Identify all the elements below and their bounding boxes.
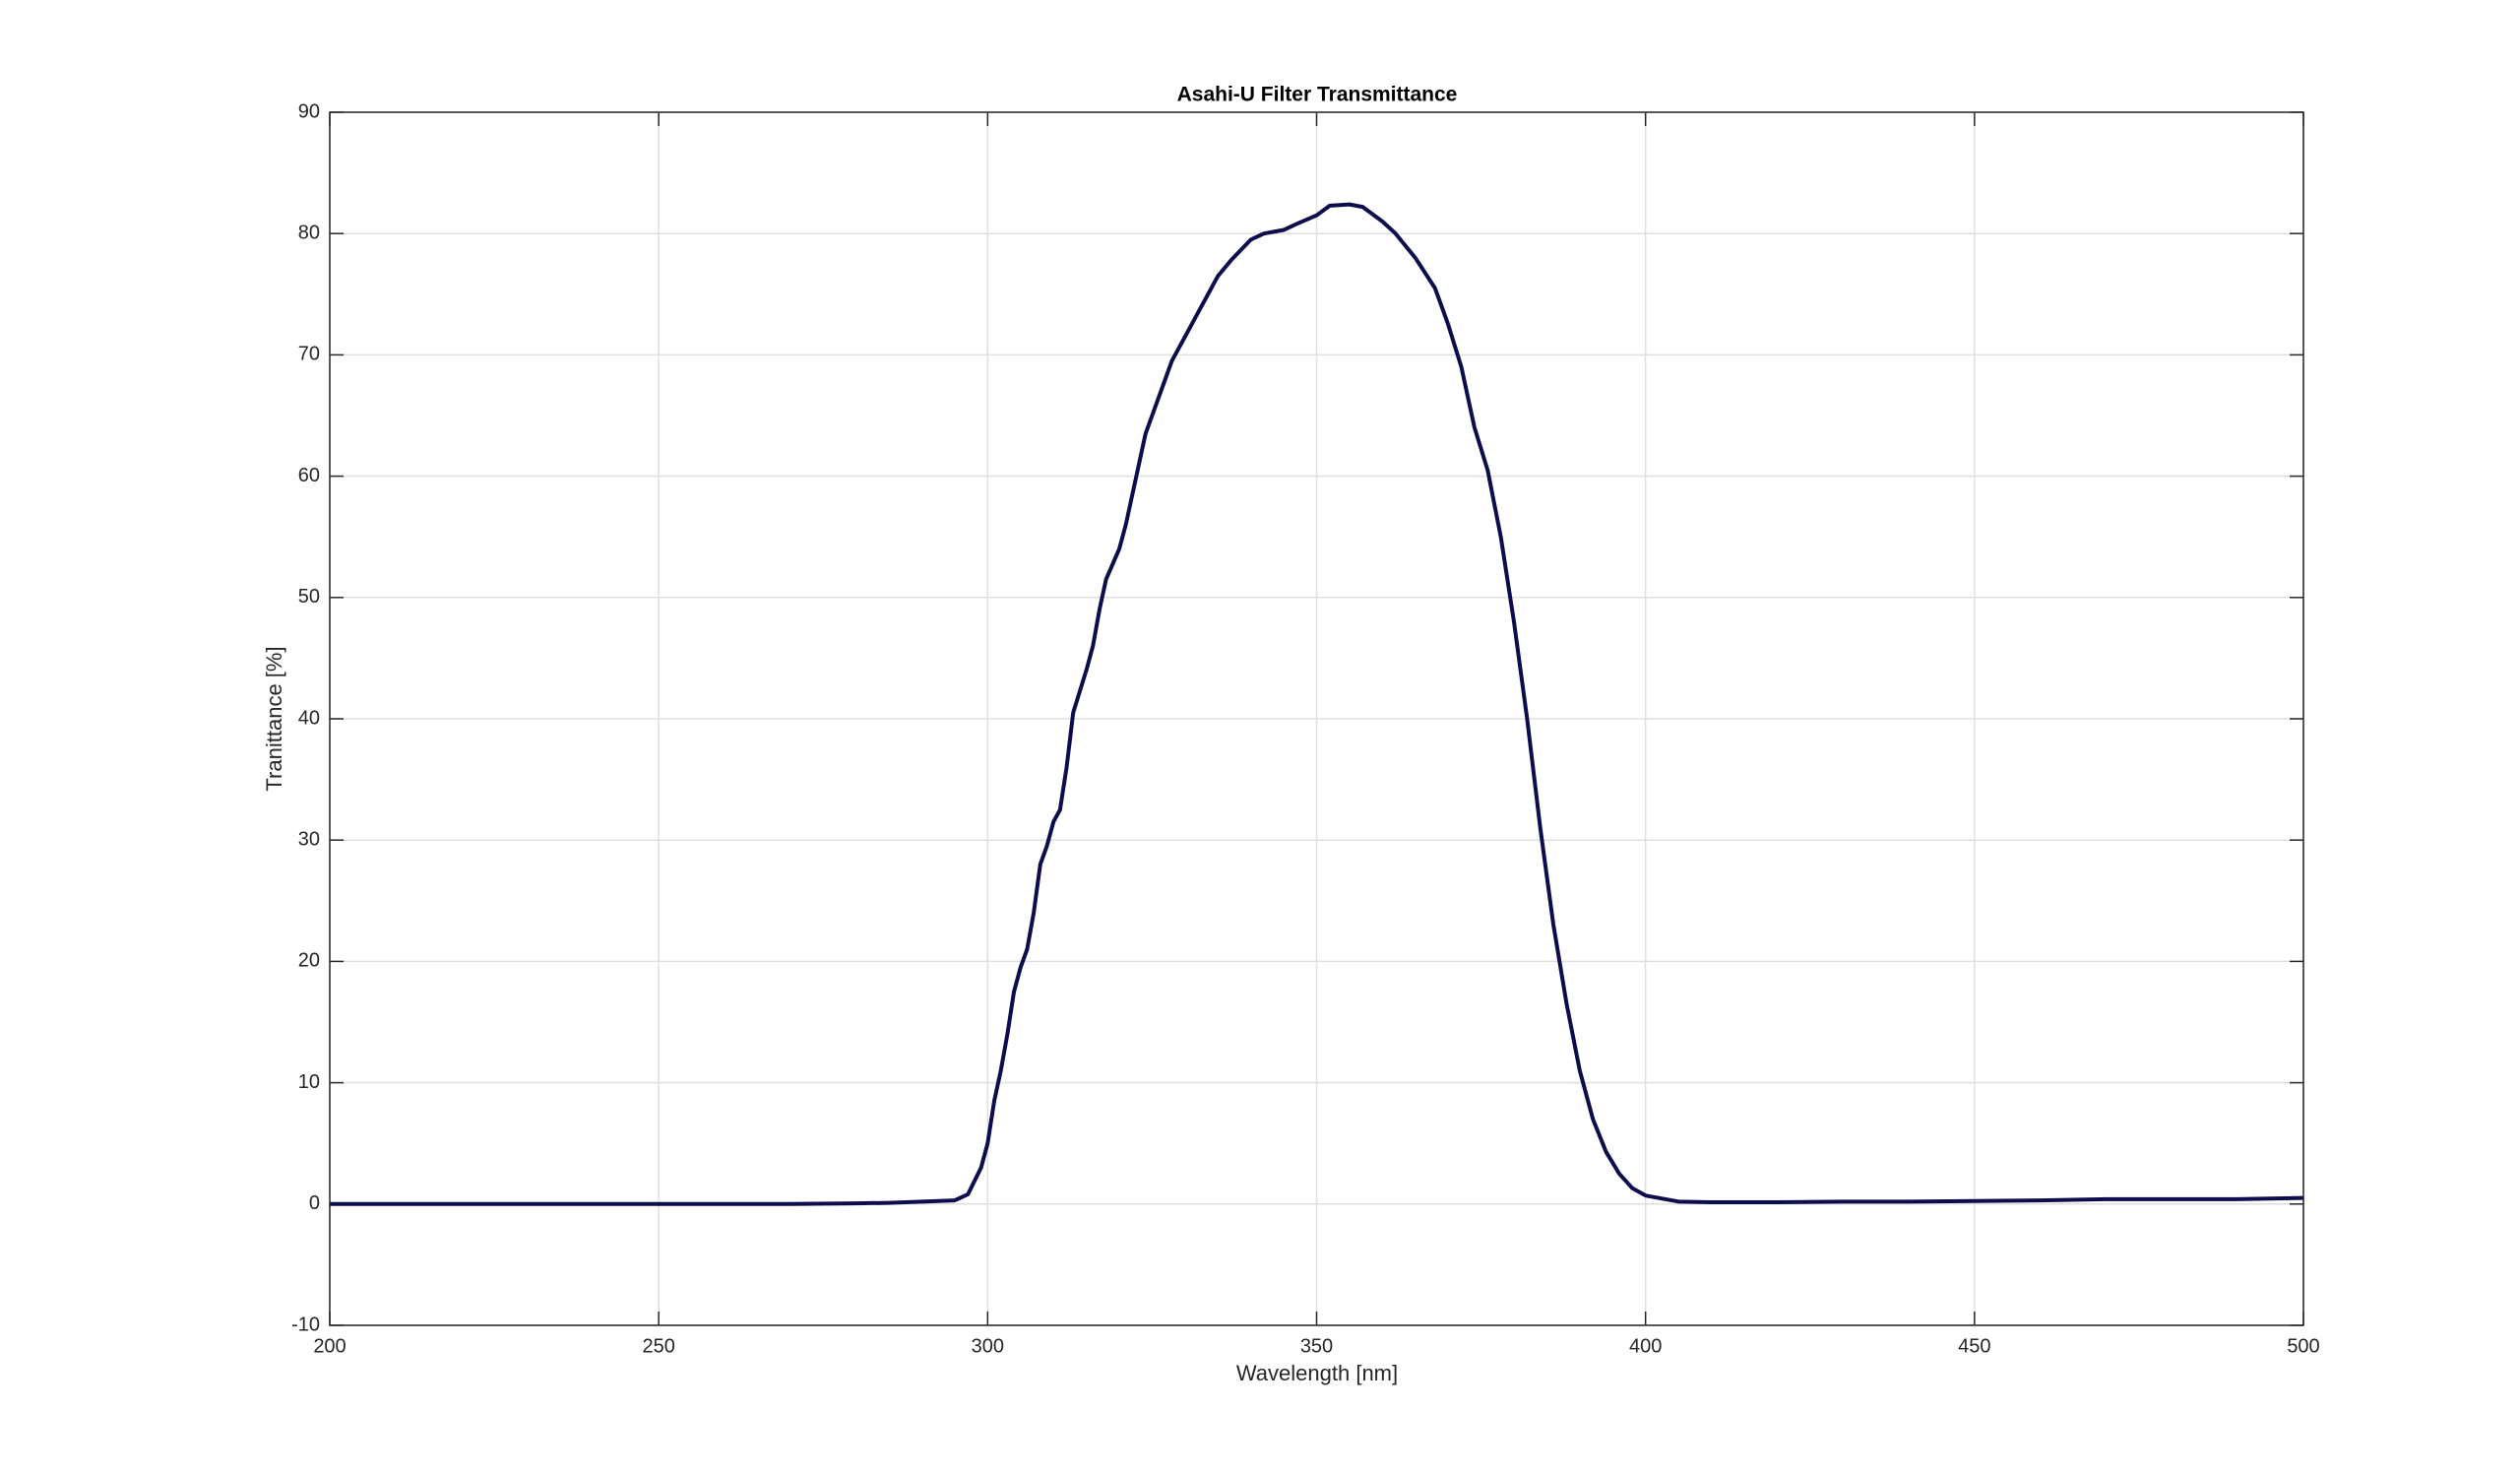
x-tick-label: 300 <box>972 1335 1004 1357</box>
x-tick-label: 350 <box>1300 1335 1333 1357</box>
y-tick-label: 60 <box>298 465 320 486</box>
y-tick-label: 10 <box>298 1071 320 1093</box>
x-tick-label: 200 <box>313 1335 346 1357</box>
y-tick-label: 20 <box>298 950 320 972</box>
axes-box <box>329 111 2304 1326</box>
y-tick-label: 70 <box>298 344 320 365</box>
x-tick-label: 500 <box>2287 1335 2319 1357</box>
y-tick-label: -10 <box>291 1314 320 1335</box>
x-tick-label: 450 <box>1958 1335 1990 1357</box>
y-tick-label: 80 <box>298 222 320 243</box>
y-axis-label: Tranittance [%] <box>262 646 286 791</box>
chart-title: Asahi-U Filter Transmittance <box>1177 84 1458 106</box>
x-tick-label: 400 <box>1629 1335 1662 1357</box>
y-tick-label: 30 <box>298 828 320 850</box>
y-tick-label: 40 <box>298 707 320 729</box>
y-tick-label: 90 <box>298 100 320 122</box>
x-tick-label: 250 <box>642 1335 674 1357</box>
y-tick-label: 0 <box>309 1192 320 1214</box>
x-axis-label: Wavelength [nm] <box>1236 1361 1398 1385</box>
data-line <box>330 202 2304 1206</box>
y-tick-label: 50 <box>298 586 320 608</box>
